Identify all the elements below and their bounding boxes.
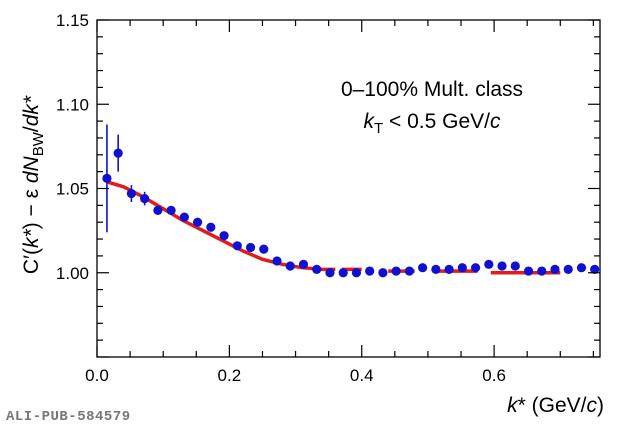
data-point [537, 266, 547, 276]
x-tick-label: 0.6 [482, 366, 506, 385]
x-tick-label: 0.2 [218, 366, 242, 385]
publication-id: ALI-PUB-584579 [6, 409, 131, 425]
data-point [113, 148, 123, 158]
data-point [497, 261, 507, 271]
data-point [563, 264, 573, 274]
y-axis-title: C′(k*) − ε dNBW/dk* [20, 95, 47, 274]
axes-layer: 0.0 0.2 0.4 0.6 1.00 1.05 1.10 1.15 [56, 11, 601, 385]
data-point [179, 212, 189, 222]
y-tick-label: 1.05 [56, 180, 89, 199]
plot-frame [96, 19, 601, 358]
data-point [457, 263, 467, 273]
data-point [102, 173, 112, 183]
y-tick-label: 1.10 [56, 95, 89, 114]
data-point [312, 264, 322, 274]
data-point [523, 266, 534, 276]
data-point [153, 205, 163, 216]
plot-layer [102, 124, 600, 278]
data-point [325, 268, 335, 278]
data-point [298, 259, 309, 269]
x-tick-label: 0.4 [350, 366, 374, 385]
annotation-multiplicity: 0–100% Mult. class [341, 78, 523, 101]
data-point [219, 231, 229, 241]
data-point [166, 205, 176, 216]
data-point [510, 261, 520, 271]
data-point [431, 264, 441, 274]
data-point [232, 241, 242, 251]
data-point [338, 268, 348, 278]
data-point [576, 263, 587, 273]
data-point [351, 268, 362, 278]
data-point [378, 268, 388, 278]
x-tick-label: 0.0 [85, 366, 109, 385]
fit-line-segment [106, 180, 336, 272]
data-point [550, 264, 560, 274]
x-axis-title: k* (GeV/c) [507, 394, 604, 417]
data-point [391, 266, 401, 276]
data-point [126, 188, 137, 199]
data-point [206, 222, 216, 232]
data-point [193, 217, 203, 227]
data-point [272, 256, 282, 266]
data-point [484, 259, 494, 269]
data-point [365, 266, 375, 276]
data-point [285, 261, 295, 271]
data-point [259, 244, 269, 254]
data-point [418, 263, 428, 273]
data-point [590, 264, 600, 274]
data-point [140, 194, 150, 204]
data-point [470, 263, 481, 273]
y-tick-label: 1.15 [56, 11, 89, 30]
data-point [404, 266, 414, 276]
annotation-kt-cut: kT < 0.5 GeV/c [364, 110, 502, 137]
y-tick-label: 1.00 [56, 264, 89, 283]
data-point [444, 264, 454, 274]
data-point [245, 242, 256, 253]
